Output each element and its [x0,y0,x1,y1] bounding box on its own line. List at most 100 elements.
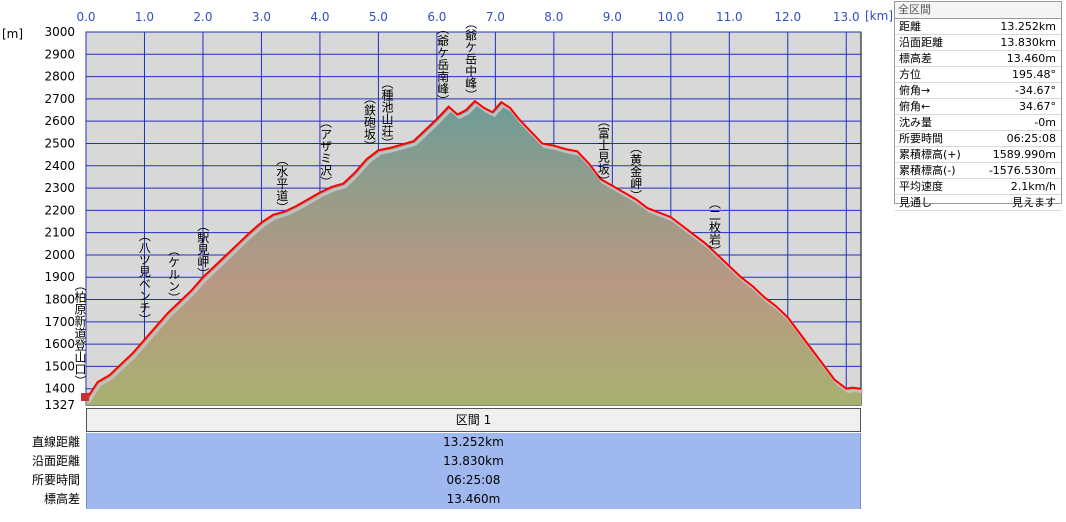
segment-row: 標高差 13.460m [0,490,864,509]
landmark-label: （二枚岩） [708,197,722,257]
landmark-label: （黄金岬） [629,141,643,201]
info-row-value: -0m [1034,116,1056,129]
info-row-label: 距離 [899,20,921,33]
landmark-label: （八ツ見ベンチ） [137,229,151,325]
info-row: 標高差 13.460m [895,51,1061,67]
y-tick-label: 2400 [44,159,75,173]
x-tick-label: 2.0 [193,10,212,24]
info-row-label: 俯角← [899,100,931,113]
landmark-label: （水平道） [275,153,289,213]
segment-row-label: 直線距離 [31,435,80,449]
info-row: 距離 13.252km [895,19,1061,35]
info-panel-title: 全区間 [895,2,1061,19]
landmark-label: （種池山荘） [380,77,394,149]
info-row: 平均速度 2.1km/h [895,179,1061,195]
x-axis-ticks: 0.0 1.0 2.0 3.0 4.0 5.0 6.0 7.0 8.0 9.0 10.0 11.0 12… [76,10,859,24]
info-row-value: 06:25:08 [1006,132,1056,145]
info-row: 所要時間 06:25:08 [895,131,1061,147]
info-row-label: 沈み量 [899,116,932,129]
info-row: 方位 195.48° [895,67,1061,83]
x-tick-label: 13.0 [833,10,860,24]
y-tick-label: 1900 [44,270,75,284]
x-tick-label: 5.0 [369,10,388,24]
y-unit-label: [m] [2,27,23,41]
segment-row-label: 沿面距離 [31,454,80,468]
landmark-label: （柏原新道登山口） [73,279,87,387]
y-axis-ticks: 3000 2900 2800 2700 2600 2500 2400 2300 2200 2100… [44,25,75,412]
segment-row: 所要時間 06:25:08 [0,471,864,490]
segment-row: 直線距離 13.252km [0,433,864,452]
info-panel: 全区間 距離 13.252km 沿面距離 13.830km 標高差 13.460m 方位 19… [894,1,1062,211]
info-row-value: 13.460m [1006,52,1056,65]
y-tick-label: 1700 [44,315,75,329]
x-unit-label: [km] [865,9,893,23]
landmark-label: （アザミ沢） [319,116,333,188]
info-row: 累積標高(-) -1576.530m [895,163,1061,179]
info-row: 俯角→ -34.67° [895,83,1061,99]
segment-row-value: 13.830km [86,452,861,471]
landmark-label: （爺ケ岳中峰） [464,17,478,101]
y-tick-label: 1500 [44,359,75,373]
x-tick-label: 0.0 [76,10,95,24]
info-row-value: 2.1km/h [1010,180,1056,193]
y-tick-label: 1400 [44,382,75,396]
info-row-label: 沿面距離 [899,36,943,49]
info-row: 見通し 見えます [895,195,1061,211]
info-row-value: 13.830km [1000,36,1056,49]
y-tick-label: 1800 [44,293,75,307]
y-tick-label: 2600 [44,114,75,128]
y-tick-label: 2200 [44,203,75,217]
info-row-value: -34.67° [1015,84,1056,97]
info-row-label: 累積標高(+) [899,148,961,161]
info-row-value: 13.252km [1000,20,1056,33]
landmark-label: （駅見岬） [196,219,210,279]
x-tick-label: 10.0 [657,10,684,24]
elevation-line [85,99,862,401]
y-tick-label: 1600 [44,337,75,351]
landmark-label: （鉄砲坂） [362,92,376,152]
info-row-label: 累積標高(-) [899,164,956,177]
info-row-label: 平均速度 [899,180,943,193]
info-row: 累積標高(+) 1589.990m [895,147,1061,163]
elevation-area [86,101,861,405]
segment-row-label: 標高差 [43,492,80,506]
x-tick-label: 11.0 [716,10,743,24]
info-row: 沿面距離 13.830km [895,35,1061,51]
x-tick-label: 3.0 [252,10,271,24]
info-row-value: 1589.990m [992,148,1056,161]
info-row: 沈み量 -0m [895,115,1061,131]
info-row-label: 俯角→ [899,84,931,97]
info-row-value: 195.48° [1012,68,1056,81]
y-tick-label: 2700 [44,92,75,106]
segment-header[interactable]: 区間 1 [86,408,861,432]
x-tick-label: 6.0 [427,10,446,24]
landmarks: （柏原新道登山口） （八ツ見ベンチ） （ケルン） （駅見岬） （水平道） （アザミ沢） （鉄… [73,17,722,387]
y-tick-label: 2300 [44,181,75,195]
segment-row-value: 13.460m [86,490,861,509]
landmark-label: （爺ケ岳南峰） [436,23,450,107]
info-row: 俯角← 34.67° [895,99,1061,115]
y-tick-label: 3000 [44,25,75,39]
x-tick-label: 7.0 [486,10,505,24]
info-row-value: -1576.530m [988,164,1056,177]
x-tick-label: 9.0 [603,10,622,24]
start-marker-icon [81,393,89,401]
landmark-label: （富士見坂） [596,115,610,187]
segment-row-value: 13.252km [86,433,861,452]
segment-row: 沿面距離 13.830km [0,452,864,471]
info-row-label: 見通し [899,196,932,209]
x-tick-label: 12.0 [774,10,801,24]
x-tick-label: 8.0 [544,10,563,24]
info-row-label: 所要時間 [899,132,943,145]
segment-table: 区間 1 直線距離 13.252km 沿面距離 13.830km 所要時間 06:25:0… [0,408,864,509]
info-rows: 距離 13.252km 沿面距離 13.830km 標高差 13.460m 方位 195.48… [895,19,1061,211]
info-row-value: 34.67° [1019,100,1056,113]
y-tick-label: 2000 [44,248,75,262]
info-row-label: 標高差 [899,52,932,65]
info-row-label: 方位 [899,68,921,81]
y-tick-label: 2500 [44,136,75,150]
y-tick-label: 1327 [44,398,75,412]
segment-row-label: 所要時間 [31,473,80,487]
segment-row-value: 06:25:08 [86,471,861,490]
